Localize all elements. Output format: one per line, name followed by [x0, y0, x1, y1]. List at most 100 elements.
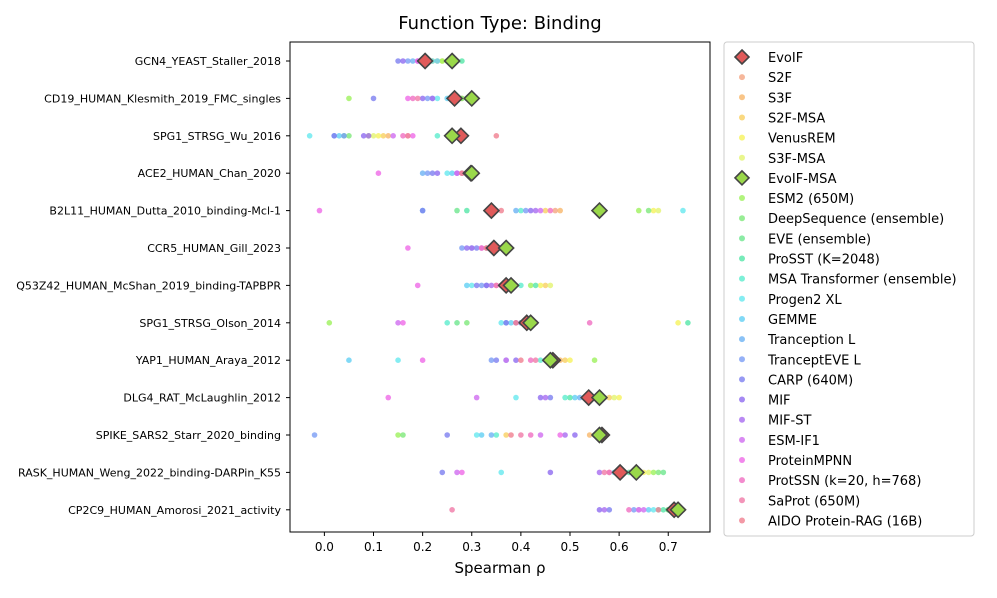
point-mif [400, 58, 406, 64]
legend-item-s3f-msa: S3F-MSA [739, 152, 825, 167]
legend-marker [739, 295, 745, 302]
point-s2f-msa [542, 207, 549, 214]
point-mif-st [596, 469, 603, 476]
x-axis: 0.0 0.1 0.2 0.3 0.4 0.5 0.6 0.7 [315, 532, 678, 554]
point-evoif-msa [590, 426, 609, 444]
legend-item-eve-ensemble: EVE (ensemble) [739, 232, 871, 247]
point-tranception-l [410, 58, 416, 64]
legend-item-gemme: GEMME [739, 313, 817, 328]
x-tick-label: 0.1 [364, 540, 383, 554]
point-evoif [611, 463, 629, 482]
point-s2f-msa [606, 394, 613, 401]
legend-label: ESM2 (650M) [768, 192, 854, 207]
point-mif [596, 507, 603, 513]
x-tick-label: 0.2 [413, 540, 432, 554]
legend-item-progen2-xl: Progen2 XL [739, 293, 842, 308]
point-mif-st [429, 95, 436, 102]
legend-item-mif-st: MIF-ST [739, 414, 811, 429]
point-msa-transformer-ensemble [518, 207, 524, 214]
point-saprot-650m [449, 507, 455, 513]
point-esm-if1 [640, 507, 647, 513]
y-tick-label: SPIKE_SARS2_Starr_2020_binding [96, 429, 281, 442]
point-carp-640m [439, 469, 446, 476]
y-tick-label: CCR5_HUMAN_Gill_2023 [147, 242, 281, 255]
point-proteinmpnn [405, 95, 411, 102]
legend-marker [739, 134, 745, 141]
y-axis: GCN4_YEAST_Staller_2018 CD19_HUMAN_Klesmi… [16, 55, 290, 517]
point-esm-if1 [537, 207, 544, 214]
legend-label: ProteinMPNN [768, 454, 852, 469]
y-tick-label: CD19_HUMAN_Klesmith_2019_FMC_singles [44, 92, 281, 105]
point-deepsequence-ensemble [346, 133, 352, 139]
point-aido-protein-rag-16b [459, 170, 465, 176]
legend-label: MIF-ST [768, 414, 811, 429]
legend-item-saprot-650m: SaProt (650M) [739, 494, 860, 509]
point-s3f-msa [655, 207, 662, 214]
point-proteinmpnn [405, 245, 411, 251]
point-carp-640m [419, 207, 426, 214]
legend-label: EvoIF [768, 51, 803, 66]
point-esm2-650m [439, 58, 446, 64]
point-trancepteve-l [424, 95, 431, 102]
point-esm2-650m [346, 95, 352, 102]
legend-label: S3F-MSA [768, 152, 825, 167]
point-progen2-xl [306, 133, 313, 139]
point-progen2-xl [513, 394, 519, 401]
point-s3f-msa [645, 469, 652, 476]
point-mif-st [562, 432, 568, 438]
legend-marker [739, 477, 745, 484]
point-deepsequence-ensemble [645, 207, 652, 214]
point-mif [527, 207, 534, 214]
point-progen2-xl [680, 207, 686, 214]
legend-marker [739, 74, 745, 81]
point-mif [572, 432, 578, 438]
point-esm2-650m [650, 469, 657, 476]
point-esm2-650m [635, 207, 642, 214]
point-deepsequence-ensemble [400, 432, 406, 438]
point-gemme [434, 58, 441, 64]
legend-label: CARP (640M) [768, 373, 853, 388]
point-progen2-xl [498, 320, 505, 326]
point-prosst-k-2048 [567, 394, 573, 401]
point-mif-st [532, 207, 539, 214]
legend-marker [739, 114, 745, 121]
point-trancepteve-l [405, 58, 411, 64]
point-prosst-k-2048 [685, 320, 691, 326]
point-saprot-650m [518, 432, 524, 438]
y-tick-label: CP2C9_HUMAN_Amorosi_2021_activity [68, 504, 281, 517]
point-s3f [586, 432, 593, 438]
point-gemme [336, 133, 342, 139]
legend-item-esm2-650m: ESM2 (650M) [739, 192, 854, 207]
point-evoif-msa [590, 388, 609, 407]
point-trancepteve-l [488, 357, 495, 364]
point-esm2-650m [326, 320, 333, 326]
point-venusrem [375, 133, 382, 139]
point-aido-protein-rag-16b [518, 357, 524, 364]
point-proteinmpnn [400, 320, 406, 326]
point-mif [464, 245, 470, 251]
point-gemme [346, 357, 352, 364]
point-progen2-xl [395, 357, 401, 364]
x-tick-label: 0.4 [511, 540, 530, 554]
point-mif-st [488, 282, 495, 289]
x-axis-label: Spearman ρ [455, 559, 546, 577]
point-carp-640m [547, 394, 554, 401]
point-s2f-msa [503, 432, 509, 438]
point-protssn-k-20-h-768 [478, 245, 485, 251]
legend-item-s2f: S2F [739, 71, 792, 86]
point-gemme [478, 432, 485, 438]
legend: EvoIF S2F S3F S2F-MSA VenusREM S3F-MSA EvoIF-M… [723, 41, 975, 537]
point-deepsequence-ensemble [655, 469, 662, 476]
point-carp-640m [606, 507, 613, 513]
point-eve-ensemble [660, 469, 667, 476]
legend-marker [739, 376, 745, 383]
legend-item-aido-protein-rag-16b: AIDO Protein-RAG (16B) [739, 514, 922, 529]
point-msa-transformer-ensemble [518, 282, 524, 289]
point-proteinmpnn [410, 133, 416, 139]
legend-label: ESM-IF1 [768, 434, 820, 449]
point-evoif-msa [443, 127, 461, 145]
point-s2f-msa [562, 357, 568, 364]
data-points [306, 52, 691, 519]
point-mif [434, 170, 441, 176]
legend-label: MIF [768, 394, 791, 409]
